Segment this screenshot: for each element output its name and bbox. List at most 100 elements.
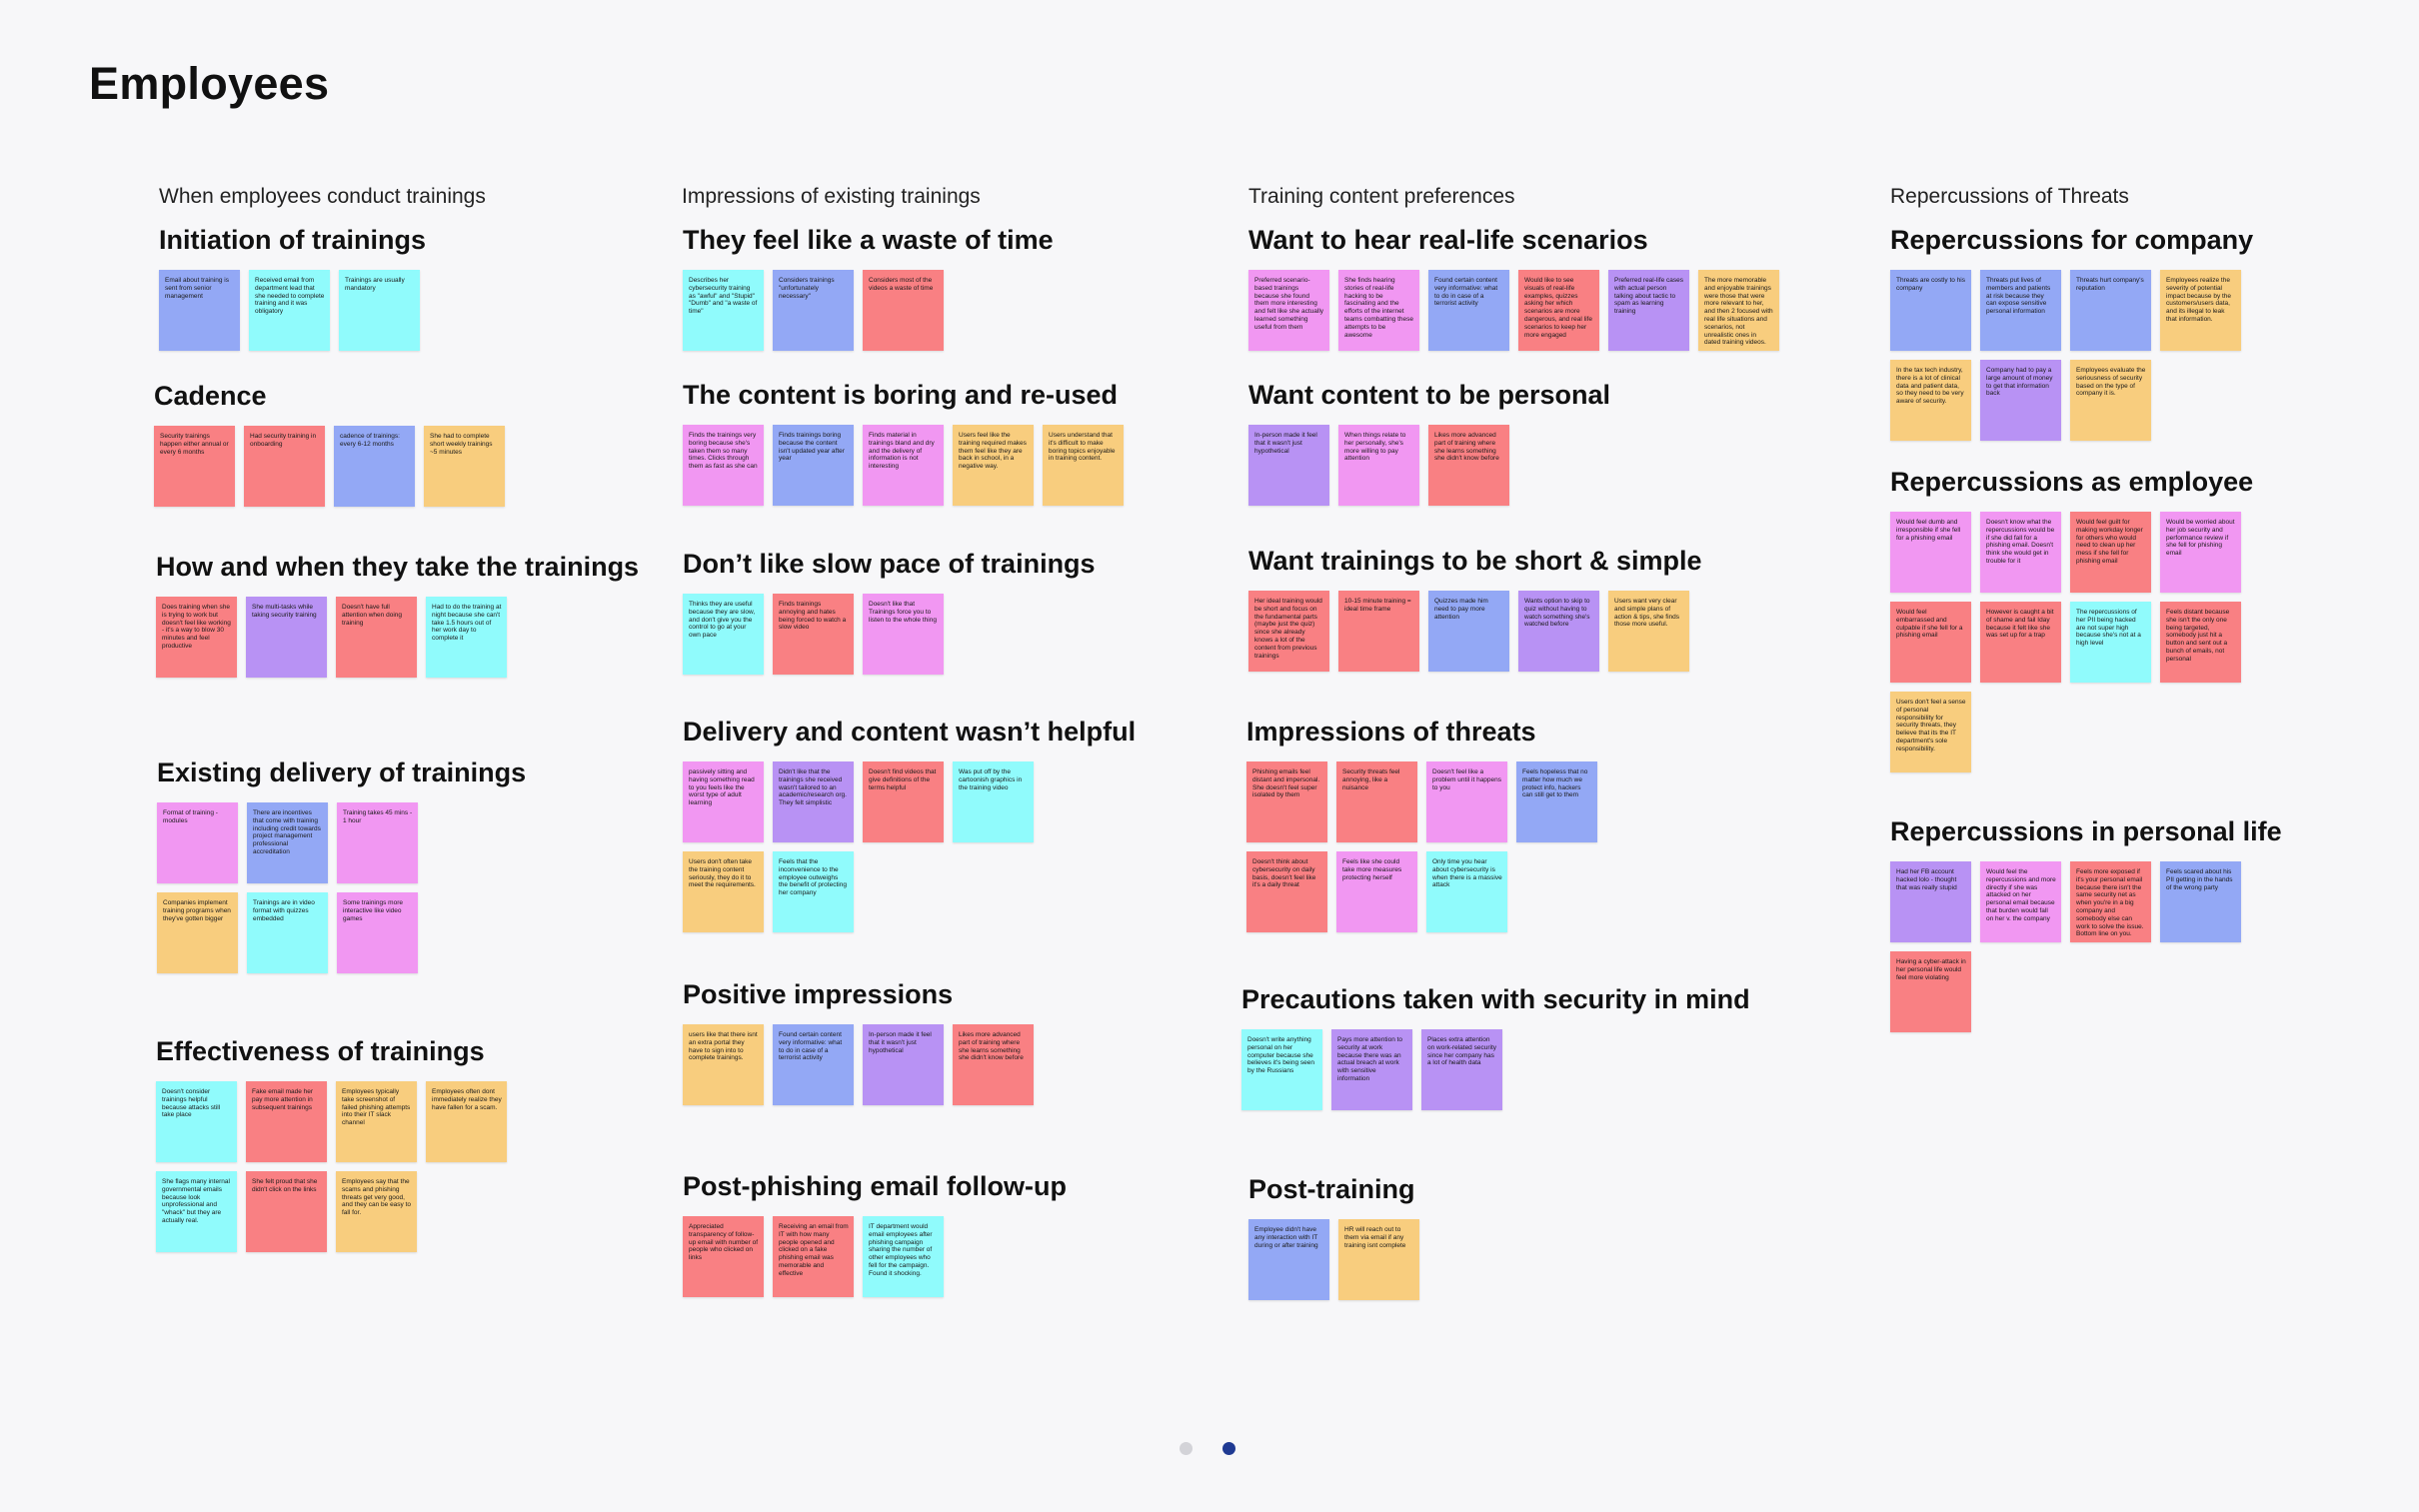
sticky-note[interactable]: Preferred real-life cases with actual pe… — [1608, 270, 1689, 351]
sticky-note[interactable]: Some trainings more interactive like vid… — [337, 892, 418, 973]
sticky-note[interactable]: Would feel embarrassed and culpable if s… — [1890, 602, 1971, 683]
sticky-note[interactable]: However is caught a bit of shame and fai… — [1980, 602, 2061, 683]
sticky-note[interactable]: Phishing emails feel distant and imperso… — [1246, 761, 1327, 842]
sticky-note[interactable]: Would like to see visuals of real-life e… — [1518, 270, 1599, 351]
sticky-note[interactable]: HR will reach out to them via email if a… — [1338, 1219, 1419, 1300]
sticky-note[interactable]: Received email from department lead that… — [249, 270, 330, 351]
sticky-note[interactable]: Training takes 45 mins - 1 hour — [337, 802, 418, 883]
sticky-note[interactable]: In-person made it feel that it wasn't ju… — [1248, 425, 1329, 506]
sticky-note[interactable]: Employees typically take screenshot of f… — [336, 1081, 417, 1162]
group-delivery-not-helpful: Delivery and content wasn’t helpful passi… — [683, 717, 1136, 932]
sticky-note[interactable]: There are incentives that come with trai… — [247, 802, 328, 883]
sticky-note[interactable]: Feels that the inconvenience to the empl… — [773, 851, 854, 932]
sticky-note[interactable]: In the tax tech industry, there is a lot… — [1890, 360, 1971, 441]
sticky-note[interactable]: Users don't feel a sense of personal res… — [1890, 692, 1971, 772]
sticky-note[interactable]: Does training when she is trying to work… — [156, 597, 237, 678]
sticky-note[interactable]: Considers trainings "unfortunately neces… — [773, 270, 854, 351]
sticky-note[interactable]: Quizzes made him need to pay more attent… — [1428, 591, 1509, 672]
sticky-note[interactable]: Doesn't feel like a problem until it hap… — [1426, 761, 1507, 842]
sticky-note[interactable]: Found certain content very informative: … — [773, 1024, 854, 1105]
sticky-note[interactable]: Pays more attention to security at work … — [1331, 1029, 1412, 1110]
sticky-note[interactable]: Finds trainings annoying and hates being… — [773, 594, 854, 675]
sticky-note[interactable]: Threats are costly to his company — [1890, 270, 1971, 351]
sticky-note[interactable]: The repercussions of her PII being hacke… — [2070, 602, 2151, 683]
sticky-note[interactable]: Users feel like the training required ma… — [953, 425, 1034, 506]
sticky-note[interactable]: Threats put lives of members and patient… — [1980, 270, 2061, 351]
sticky-note[interactable]: Format of training - modules — [157, 802, 238, 883]
sticky-note[interactable]: passively sitting and having something r… — [683, 761, 764, 842]
sticky-note[interactable]: Users understand that it's difficult to … — [1043, 425, 1124, 506]
sticky-note[interactable]: Doesn't have full attention when doing t… — [336, 597, 417, 678]
sticky-note[interactable]: Users want very clear and simple plans o… — [1608, 591, 1689, 672]
sticky-note[interactable]: Had security training in onboarding — [244, 426, 325, 507]
sticky-note[interactable]: Finds the trainings very boring because … — [683, 425, 764, 506]
sticky-note[interactable]: Found certain content very informative: … — [1428, 270, 1509, 351]
sticky-note[interactable]: Likes more advanced part of training whe… — [1428, 425, 1509, 506]
sticky-note[interactable]: She felt proud that she didn't click on … — [246, 1171, 327, 1252]
sticky-note[interactable]: Employees say that the scams and phishin… — [336, 1171, 417, 1252]
page-dot-active[interactable] — [1222, 1442, 1235, 1455]
sticky-note[interactable]: Fake email made her pay more attention i… — [246, 1081, 327, 1162]
sticky-note[interactable]: Trainings are in video format with quizz… — [247, 892, 328, 973]
sticky-note[interactable]: Feels hopeless that no matter how much w… — [1516, 761, 1597, 842]
sticky-note[interactable]: Having a cyber-attack in her personal li… — [1890, 951, 1971, 1032]
sticky-note[interactable]: Companies implement training programs wh… — [157, 892, 238, 973]
sticky-note[interactable]: Would feel guilt for making workday long… — [2070, 512, 2151, 593]
sticky-note[interactable]: When things relate to her personally, sh… — [1338, 425, 1419, 506]
sticky-note[interactable]: She finds hearing stories of real-life h… — [1338, 270, 1419, 351]
sticky-note[interactable]: 10-15 minute training = ideal time frame — [1338, 591, 1419, 672]
sticky-note[interactable]: Didn't like that the trainings she recei… — [773, 761, 854, 842]
sticky-note[interactable]: Considers most of the videos a waste of … — [863, 270, 944, 351]
sticky-note[interactable]: Places extra attention on work-related s… — [1421, 1029, 1502, 1110]
sticky-note[interactable]: Would feel the repercussions and more di… — [1980, 861, 2061, 942]
sticky-note[interactable]: Her ideal training would be short and fo… — [1248, 591, 1329, 672]
sticky-note[interactable]: users like that there isnt an extra port… — [683, 1024, 764, 1105]
sticky-note[interactable]: Finds material in trainings bland and dr… — [863, 425, 944, 506]
sticky-note[interactable]: Security trainings happen either annual … — [154, 426, 235, 507]
sticky-note[interactable]: Had to do the training at night because … — [426, 597, 507, 678]
sticky-note[interactable]: Doesn't like that Trainings force you to… — [863, 594, 944, 675]
sticky-note[interactable]: Feels like she could take more measures … — [1336, 851, 1417, 932]
sticky-note[interactable]: Employees realize the severity of potent… — [2160, 270, 2241, 351]
sticky-note[interactable]: Doesn't write anything personal on her c… — [1241, 1029, 1322, 1110]
sticky-note[interactable]: In-person made it feel that it wasn't ju… — [863, 1024, 944, 1105]
sticky-note[interactable]: Wants option to skip to quiz without hav… — [1518, 591, 1599, 672]
sticky-note[interactable]: Feels distant because she isn't the only… — [2160, 602, 2241, 683]
sticky-note[interactable]: Likes more advanced part of training whe… — [953, 1024, 1034, 1105]
sticky-note[interactable]: Email about training is sent from senior… — [159, 270, 240, 351]
sticky-note[interactable]: She had to complete short weekly trainin… — [424, 426, 505, 507]
sticky-note[interactable]: Users don't often take the training cont… — [683, 851, 764, 932]
sticky-note[interactable]: Security threats feel annoying, like a n… — [1336, 761, 1417, 842]
sticky-note[interactable]: Feels scared about his PII getting in th… — [2160, 861, 2241, 942]
sticky-note[interactable]: IT department would email employees afte… — [863, 1216, 944, 1297]
sticky-note[interactable]: She flags many internal governmental ema… — [156, 1171, 237, 1252]
sticky-note[interactable]: cadence of trainings: every 6-12 months — [334, 426, 415, 507]
sticky-note[interactable]: Thinks they are useful because they are … — [683, 594, 764, 675]
sticky-note[interactable]: Doesn't think about cybersecurity on dai… — [1246, 851, 1327, 932]
sticky-note[interactable]: Receiving an email from IT with how many… — [773, 1216, 854, 1297]
sticky-note[interactable]: Company had to pay a large amount of mon… — [1980, 360, 2061, 441]
sticky-note[interactable]: Had her FB account hacked lolo - thought… — [1890, 861, 1971, 942]
sticky-note[interactable]: Was put off by the cartoonish graphics i… — [953, 761, 1034, 842]
sticky-note[interactable]: Would be worried about her job security … — [2160, 512, 2241, 593]
sticky-note[interactable]: Preferred scenario-based trainings becau… — [1248, 270, 1329, 351]
sticky-note[interactable]: Feels more exposed if it's your personal… — [2070, 861, 2151, 942]
sticky-note[interactable]: Appreciated transparency of follow-up em… — [683, 1216, 764, 1297]
sticky-note[interactable]: The more memorable and enjoyable trainin… — [1698, 270, 1779, 351]
sticky-note[interactable]: Trainings are usually mandatory — [339, 270, 420, 351]
sticky-note[interactable]: Doesn't consider trainings helpful becau… — [156, 1081, 237, 1162]
sticky-note-list: passively sitting and having something r… — [683, 761, 1063, 932]
sticky-note[interactable]: Doesn't find videos that give definition… — [863, 761, 944, 842]
sticky-note[interactable]: Finds trainings boring because the conte… — [773, 425, 854, 506]
sticky-note[interactable]: Employees often dont immediately realize… — [426, 1081, 507, 1162]
sticky-note[interactable]: Employees evaluate the seriousness of se… — [2070, 360, 2151, 441]
sticky-note[interactable]: Threats hurt company's reputation — [2070, 270, 2151, 351]
sticky-note[interactable]: Would feel dumb and irresponsible if she… — [1890, 512, 1971, 593]
sticky-note[interactable]: Only time you hear about cybersecurity i… — [1426, 851, 1507, 932]
sticky-note[interactable]: She multi-tasks while taking security tr… — [246, 597, 327, 678]
sticky-note[interactable]: Employee didn't have any interaction wit… — [1248, 1219, 1329, 1300]
page-dot[interactable] — [1180, 1442, 1193, 1455]
sticky-note[interactable]: Describes her cybersecurity training as … — [683, 270, 764, 351]
sticky-note[interactable]: Doesn't know what the repercussions woul… — [1980, 512, 2061, 593]
group-repercussions-company: Repercussions for company Threats are cos… — [1890, 225, 2270, 441]
